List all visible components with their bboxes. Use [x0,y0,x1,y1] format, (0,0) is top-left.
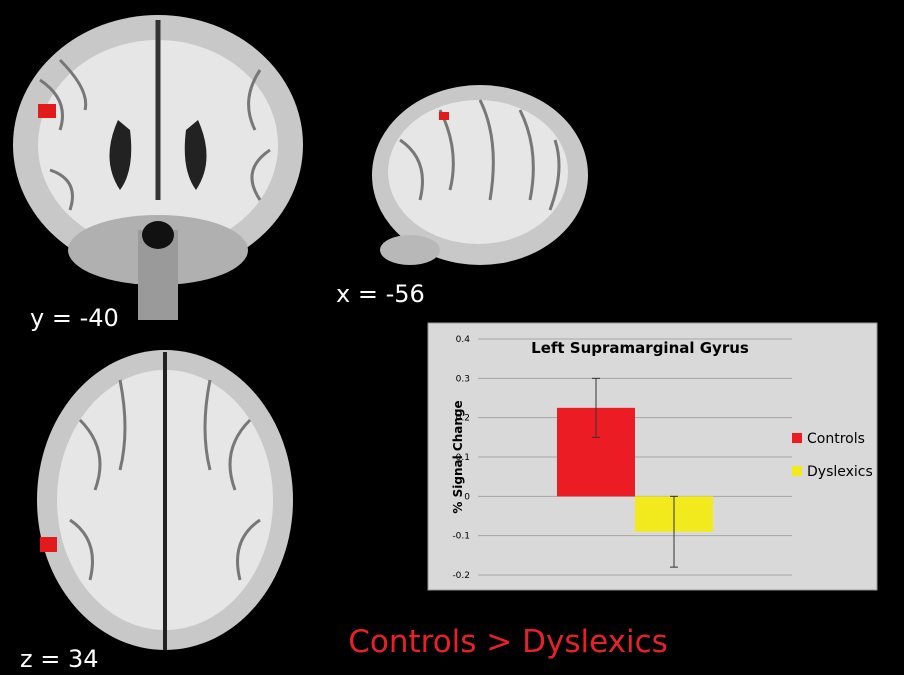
slide: y = -40 x = -56 z = 34 Controls > Dyslex… [0,0,904,675]
activation [439,112,449,120]
y-tick-label: 0.2 [456,414,470,424]
y-tick-label: -0.1 [452,532,470,542]
legend-label: Controls [807,431,865,447]
legend-label: Dyslexics [807,464,873,480]
legend-swatch [792,433,802,443]
y-tick-label: 0.3 [456,374,470,384]
legend-swatch [792,466,802,476]
slice-label: y = -40 [30,304,119,332]
y-tick-label: 0.4 [456,335,471,345]
y-tick-label: -0.2 [452,571,470,581]
y-tick-label: 0 [464,492,470,502]
sagittal-slice [372,85,588,265]
axial-slice [37,350,293,650]
slice-label: z = 34 [20,645,99,673]
y-tick-label: 0.1 [456,453,470,463]
activation [40,537,57,552]
chart-title: Left Supramarginal Gyrus [531,339,749,357]
activation [38,104,56,118]
caption: Controls > Dyslexics [348,624,668,660]
slice-label: x = -56 [336,280,425,308]
